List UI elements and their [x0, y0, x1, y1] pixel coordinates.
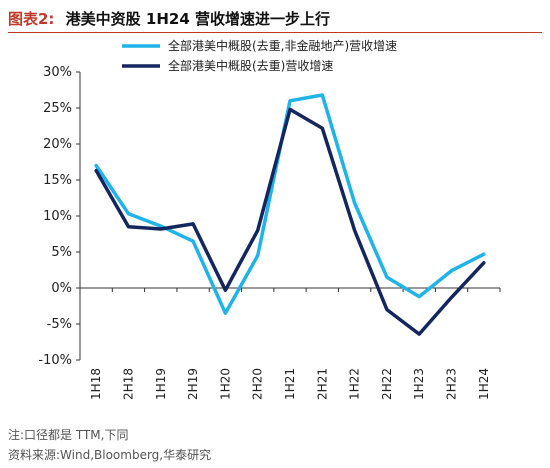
y-tick-label: 20%: [43, 137, 72, 152]
x-tick-label: 1H24: [477, 368, 491, 400]
series-lines: [94, 93, 486, 336]
y-tick-label: 5%: [51, 245, 72, 260]
x-tick-label: 2H19: [186, 368, 200, 400]
y-tick-label: -10%: [38, 353, 72, 368]
x-axis: 1H18 2H18 1H19 2H19 1H20 2H20 1H21 2H21 1H22 2H22…: [79, 287, 501, 400]
x-tick-label: 1H18: [89, 368, 103, 400]
x-tick-label: 2H23: [445, 368, 459, 400]
footnote-note: 注:口径都是 TTM,下同: [8, 428, 129, 442]
x-tick-label: 2H20: [251, 368, 265, 400]
y-tick-label: 10%: [43, 209, 72, 224]
y-tick-label: 0%: [51, 281, 72, 296]
title-rule: [8, 32, 542, 33]
y-axis: -10% -5% 0% 5% 10% 15% 20% 25% 30%: [38, 65, 81, 368]
x-tick-label: 1H20: [218, 368, 232, 400]
legend-label-2: 全部港美中概股(去重)营收增速: [168, 58, 333, 73]
y-tick-label: 30%: [43, 65, 72, 80]
x-tick-label: 1H19: [154, 368, 168, 400]
x-tick-label: 2H18: [121, 368, 135, 400]
figure-title: 图表2: 港美中资股 1H24 营收增速进一步上行: [8, 8, 330, 29]
footnote-source: 资料来源:Wind,Bloomberg,华泰研究: [8, 448, 212, 462]
x-tick-label: 2H22: [380, 368, 394, 400]
x-tick-label: 1H22: [348, 368, 362, 400]
x-tick-label: 2H21: [315, 368, 329, 400]
series-line-1: [94, 93, 486, 315]
x-tick-label: 1H21: [283, 368, 297, 400]
figure-title-text: 港美中资股 1H24 营收增速进一步上行: [65, 10, 330, 28]
y-tick-label: 15%: [43, 173, 72, 188]
legend-label-1: 全部港美中概股(去重,非金融地产)营收增速: [168, 38, 397, 53]
x-tick-label: 1H23: [412, 368, 426, 400]
y-tick-label: 25%: [43, 101, 72, 116]
series-line-2: [94, 107, 486, 336]
y-tick-label: -5%: [47, 317, 72, 332]
figure-label: 图表2:: [8, 10, 55, 28]
